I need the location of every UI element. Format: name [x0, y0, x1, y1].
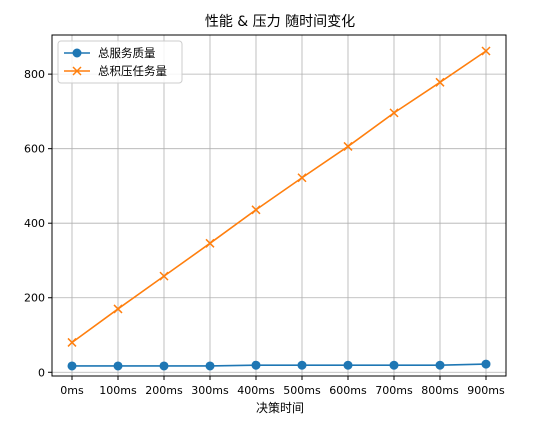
data-point [251, 360, 261, 370]
x-tick-label: 200ms [145, 384, 183, 397]
data-point [435, 360, 445, 370]
legend-label: 总服务质量 [98, 46, 156, 60]
data-point [113, 361, 123, 371]
x-marker-stroke [251, 205, 261, 215]
legend-marker [72, 66, 82, 76]
series-1 [67, 359, 491, 371]
data-point [159, 361, 169, 371]
data-point [481, 359, 491, 369]
data-point [343, 360, 353, 370]
x-tick-label: 300ms [191, 384, 229, 397]
x-marker-stroke [72, 66, 82, 76]
plot-frame [51, 34, 507, 377]
y-tick-label: 600 [24, 143, 45, 156]
series-line [71, 50, 487, 344]
x-tick-label: 0ms [60, 384, 84, 397]
legend-marker [72, 48, 82, 58]
x-tick-label: 100ms [99, 384, 137, 397]
x-tick-label: 800ms [421, 384, 459, 397]
legend-label: 总积压任务量 [98, 64, 167, 78]
x-marker-stroke [481, 46, 491, 56]
data-point [205, 361, 215, 371]
data-point [297, 360, 307, 370]
x-marker-stroke [343, 141, 353, 151]
y-axis: 0 200 400 600 800 [24, 68, 52, 379]
x-marker-stroke [159, 271, 169, 281]
x-tick-label: 600ms [329, 384, 367, 397]
data-point [113, 304, 123, 314]
chart-title: 性能 & 压力 随时间变化 [205, 14, 355, 30]
x-marker-stroke [435, 77, 445, 87]
legend-item-1: 总服务质量 [64, 46, 156, 60]
data-point [435, 77, 445, 87]
x-tick-label: 500ms [283, 384, 321, 397]
x-marker-stroke [297, 173, 307, 183]
data-point [389, 108, 399, 118]
x-marker-stroke [67, 337, 77, 347]
x-tick-label: 700ms [375, 384, 413, 397]
data-point [67, 361, 77, 371]
x-tick-label: 400ms [237, 384, 275, 397]
data-point [389, 360, 399, 370]
y-tick-label: 0 [38, 366, 45, 379]
data-point [205, 238, 215, 248]
data-point [159, 271, 169, 281]
data-point [297, 173, 307, 183]
series-layer [67, 46, 491, 371]
x-marker-stroke [389, 108, 399, 118]
x-marker-stroke [205, 238, 215, 248]
data-point [251, 205, 261, 215]
x-axis: 0ms 100ms 200ms 300ms 400ms 500ms 600ms 700ms 80… [60, 376, 505, 397]
series-2 [67, 46, 491, 347]
y-tick-label: 200 [24, 292, 45, 305]
data-point [67, 337, 77, 347]
data-point [481, 46, 491, 56]
y-tick-label: 400 [24, 217, 45, 230]
series-line [72, 363, 487, 367]
data-point [343, 141, 353, 151]
x-axis-label: 决策时间 [256, 401, 304, 415]
y-tick-label: 800 [24, 68, 45, 81]
x-marker-stroke [113, 304, 123, 314]
x-tick-label: 900ms [467, 384, 505, 397]
legend-box [57, 40, 183, 84]
grid-layer [52, 35, 506, 376]
legend-item-2: 总积压任务量 [64, 64, 167, 78]
